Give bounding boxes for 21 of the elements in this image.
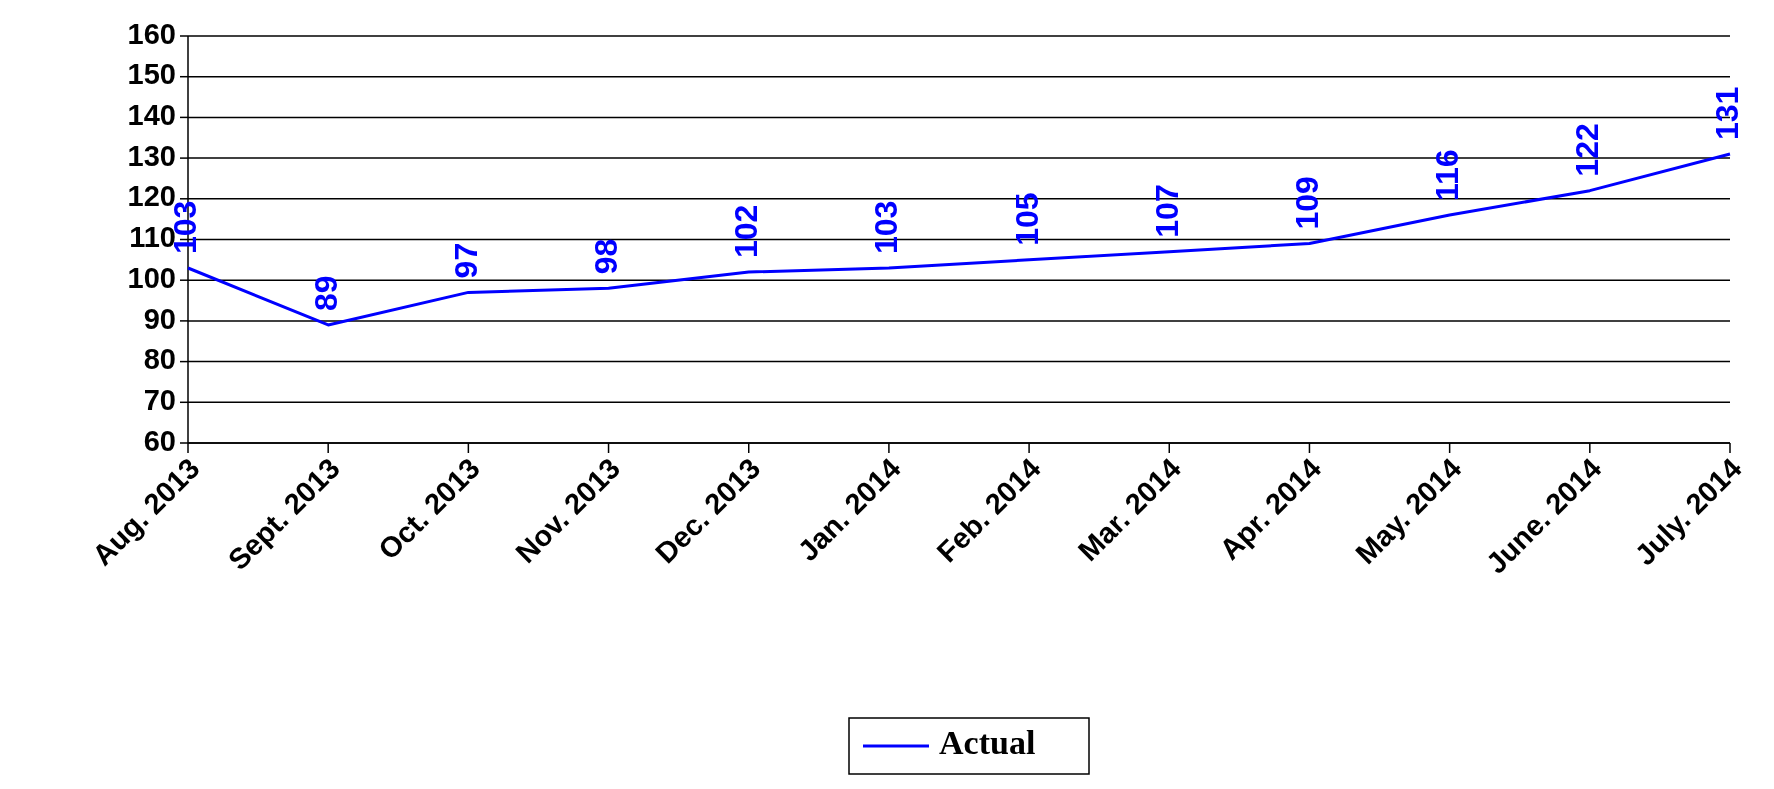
y-tick-label: 150: [127, 58, 176, 91]
data-label: 105: [1008, 192, 1045, 246]
y-tick-label: 60: [143, 424, 176, 457]
data-label: 116: [1429, 149, 1466, 202]
y-tick-label: 70: [143, 383, 176, 416]
data-label: 103: [868, 200, 905, 254]
y-tick-label: 100: [127, 261, 176, 294]
data-label: 102: [728, 204, 765, 259]
y-tick-label: 130: [127, 139, 176, 172]
data-label: 89: [307, 275, 344, 311]
data-label: 122: [1569, 123, 1606, 177]
data-label: 131: [1709, 86, 1746, 141]
data-label: 97: [447, 242, 484, 279]
legend-label: Actual: [939, 723, 1036, 761]
data-label: 107: [1148, 184, 1185, 238]
y-tick-label: 90: [143, 302, 176, 335]
data-label: 109: [1288, 176, 1325, 230]
y-tick-label: 80: [143, 343, 176, 376]
data-label: 98: [588, 238, 624, 275]
y-tick-label: 160: [127, 17, 176, 50]
y-tick-label: 140: [127, 99, 176, 132]
